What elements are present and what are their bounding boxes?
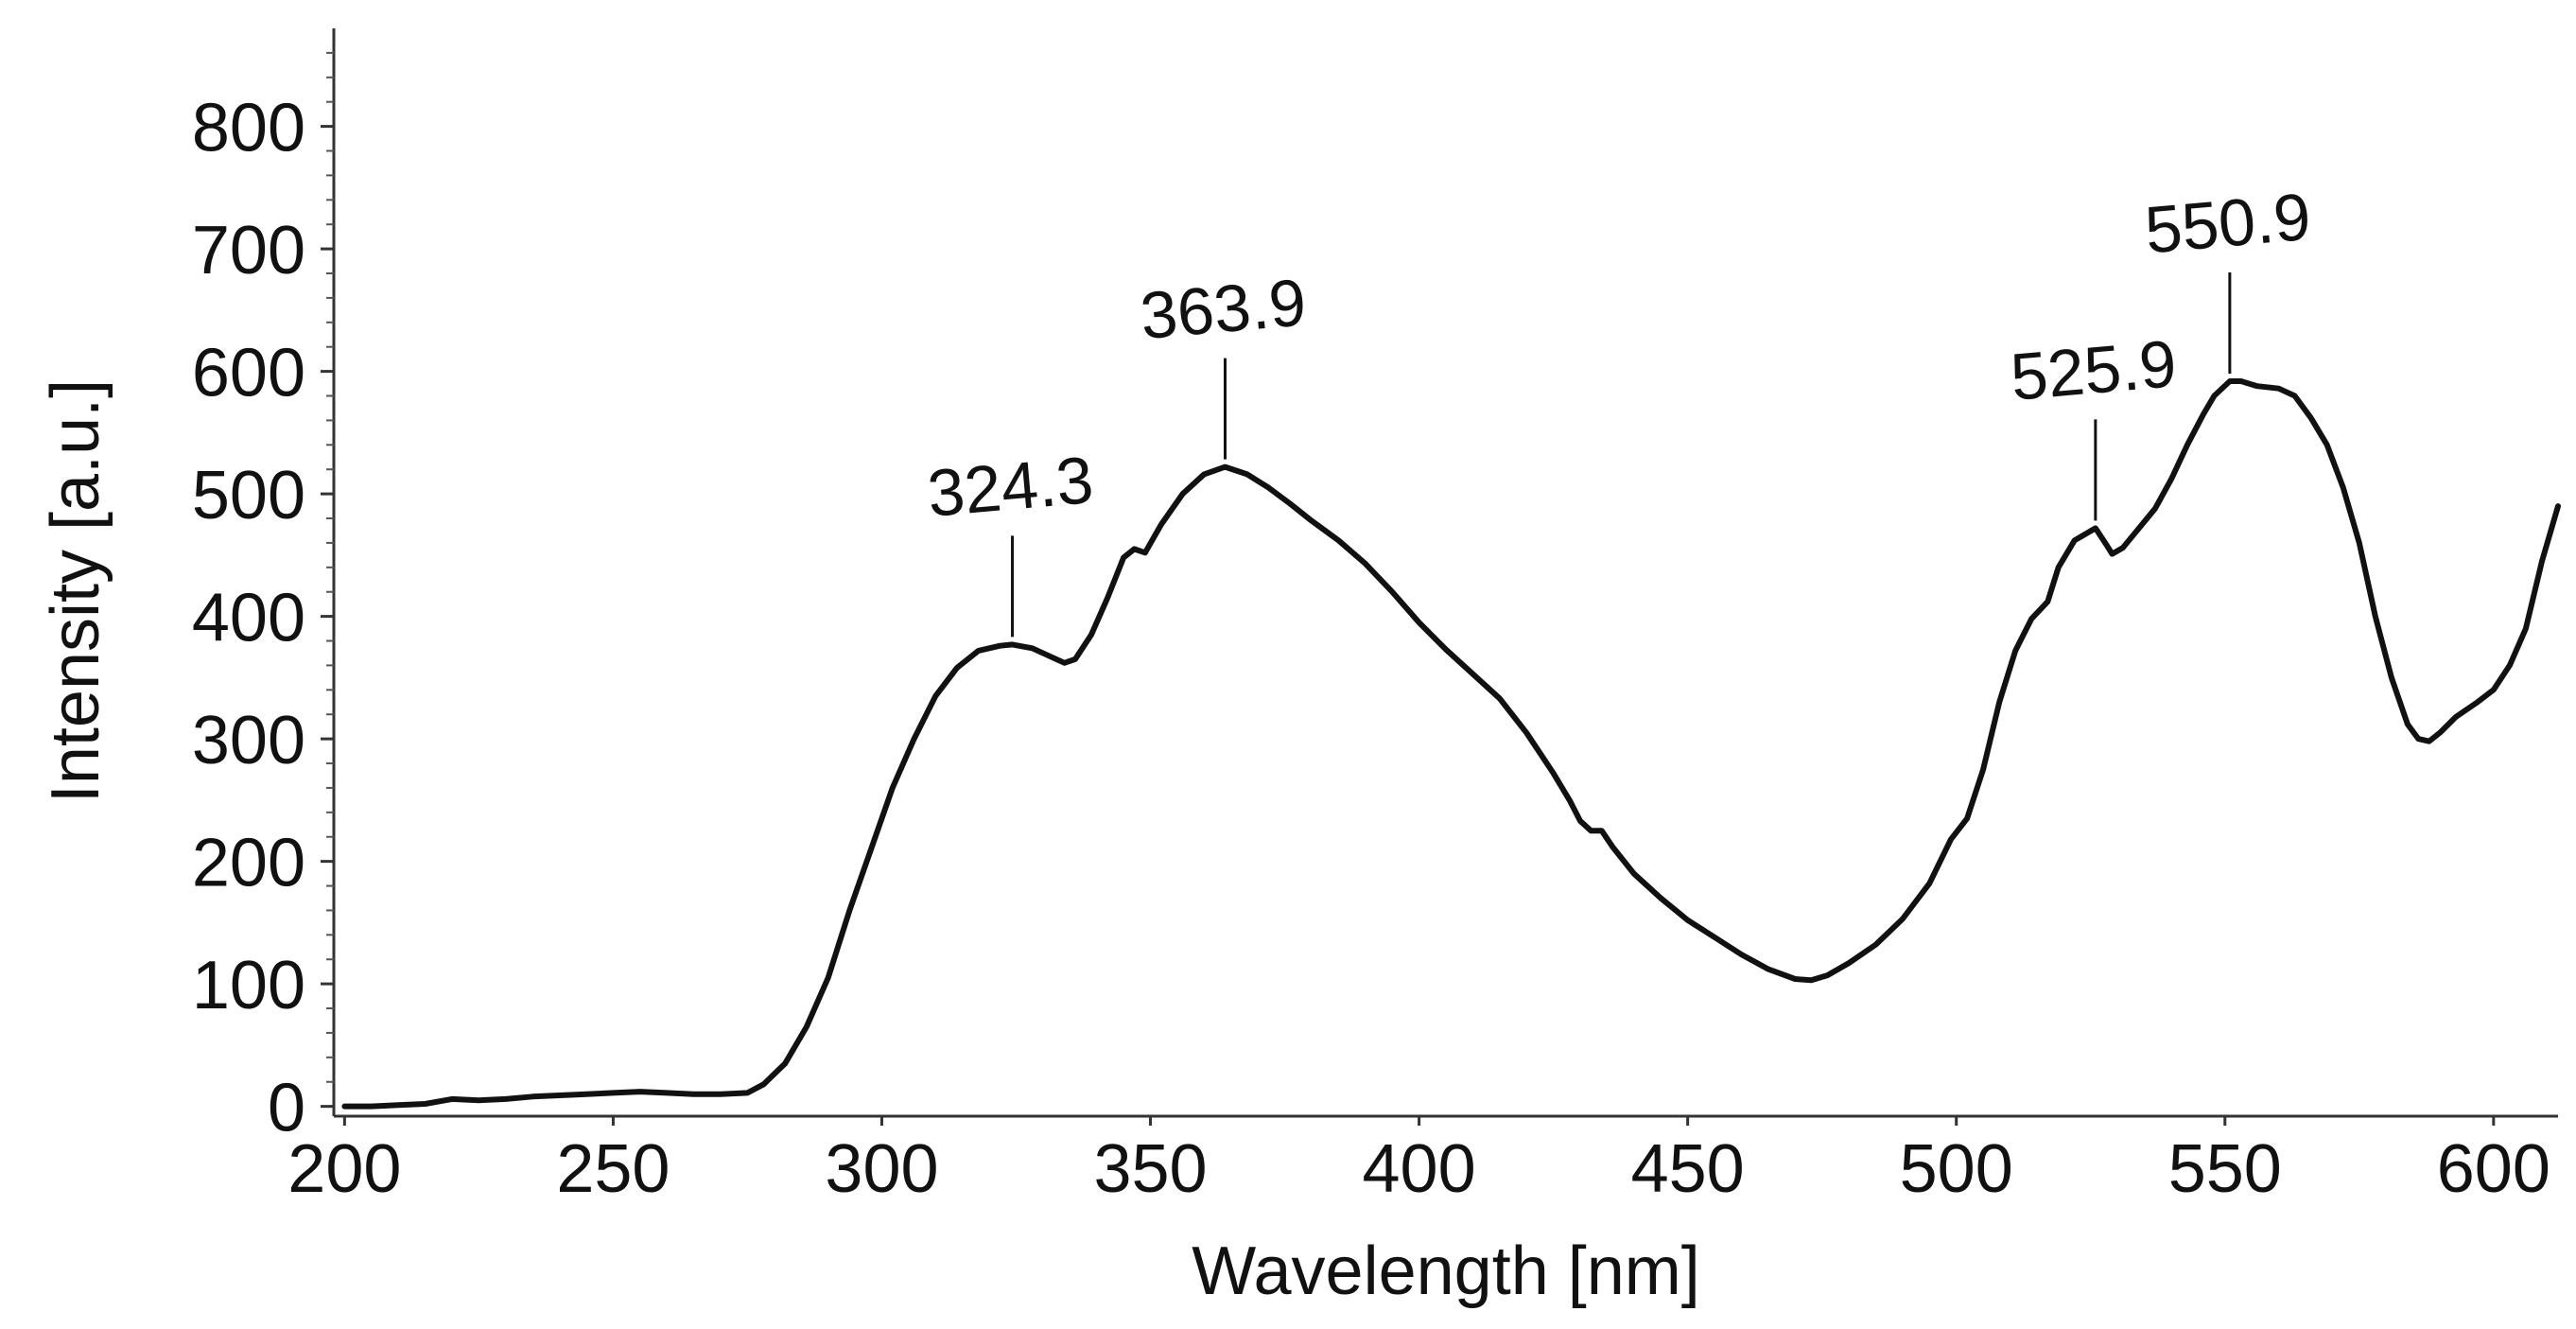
y-axis-title: Intensity [a.u.] <box>38 379 113 803</box>
y-tick-label: 200 <box>192 826 305 901</box>
y-tick-label: 700 <box>192 213 305 289</box>
y-tick-label: 300 <box>192 703 305 778</box>
y-tick-label: 500 <box>192 458 305 533</box>
x-tick-label: 600 <box>2437 1131 2550 1207</box>
x-tick-label: 550 <box>2168 1131 2282 1207</box>
x-tick-label: 400 <box>1363 1131 1476 1207</box>
y-tick-label: 0 <box>268 1071 305 1146</box>
x-axis-ticks: 200 250 300 350 400 450 500 550 600 <box>287 1116 2550 1207</box>
peak-label: 525.9 <box>2008 326 2179 414</box>
peak-label: 363.9 <box>1138 265 1309 353</box>
x-tick-label: 500 <box>1900 1131 2013 1207</box>
x-tick-label: 350 <box>1093 1131 1207 1207</box>
y-minor-ticks <box>326 51 334 1083</box>
x-tick-label: 450 <box>1631 1131 1745 1207</box>
x-tick-label: 200 <box>287 1131 401 1207</box>
peak-annotations: 324.3 363.9 525.9 550.9 <box>925 180 2313 638</box>
y-tick-label: 800 <box>192 91 305 166</box>
peak-label: 550.9 <box>2142 180 2313 268</box>
y-tick-label: 400 <box>192 581 305 656</box>
y-axis-ticks: 0 100 200 300 400 500 600 700 800 <box>192 91 334 1146</box>
spectrum-line <box>341 378 2561 1110</box>
series-group <box>341 378 2561 1110</box>
peak-label: 324.3 <box>925 443 1096 531</box>
x-axis-title: Wavelength [nm] <box>1192 1233 1700 1309</box>
x-tick-label: 300 <box>825 1131 938 1207</box>
y-tick-label: 600 <box>192 336 305 411</box>
x-tick-label: 250 <box>556 1131 670 1207</box>
y-tick-label: 100 <box>192 948 305 1023</box>
